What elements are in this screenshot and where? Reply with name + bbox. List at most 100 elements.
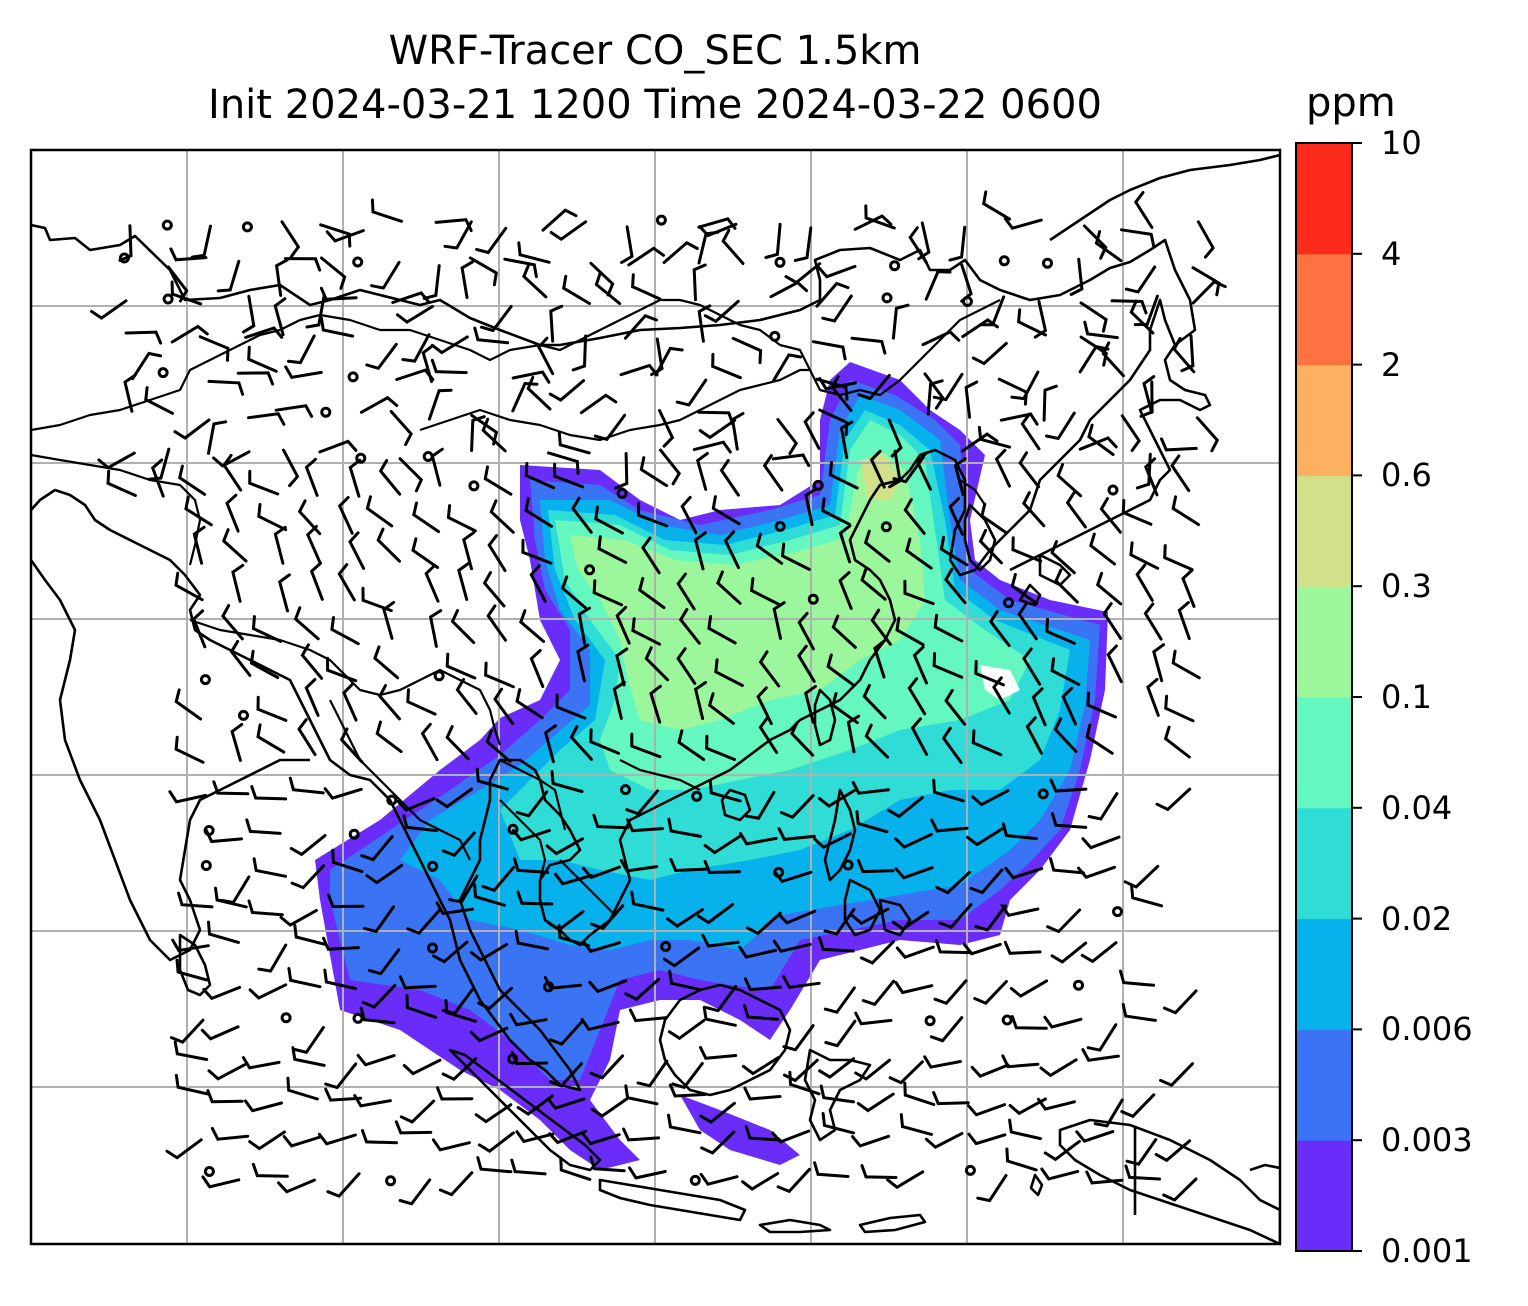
wind-barb: [967, 1103, 1007, 1117]
wind-barb: [1121, 1002, 1157, 1022]
wind-barb: [1018, 451, 1041, 489]
wind-barb: [994, 448, 1011, 488]
wind-barb: [1133, 191, 1154, 229]
wind-barb: [705, 734, 736, 761]
colorbar-tick-label: 0.02: [1381, 899, 1453, 938]
wind-barb: [1119, 969, 1156, 987]
wind-barb: [242, 294, 256, 334]
wind-barb: [475, 767, 509, 791]
colorbar-tick-label: 0.006: [1381, 1010, 1473, 1049]
wind-barb: [699, 1172, 739, 1186]
wind-barb: [198, 335, 230, 362]
wind-barb: [435, 901, 475, 916]
plume-level-0.001-south: [680, 1095, 800, 1165]
wind-barb: [304, 678, 320, 717]
borneo: [658, 983, 792, 1097]
calm-wind-marker: [655, 214, 667, 226]
wind-barb: [790, 721, 815, 757]
wind-barb: [560, 575, 587, 610]
wind-barb: [934, 939, 972, 955]
wind-barb: [999, 412, 1039, 426]
wind-barb: [348, 531, 366, 570]
wind-barb: [1054, 568, 1079, 604]
wind-barb: [470, 415, 486, 452]
wind-barb: [287, 967, 322, 989]
calm-wind-marker: [807, 593, 819, 605]
wind-barb: [813, 1161, 850, 1178]
wind-barb: [853, 214, 893, 231]
wind-barb: [1031, 687, 1047, 727]
wind-barb: [1056, 463, 1083, 498]
wind-barb: [772, 353, 803, 383]
wind-barb: [516, 1094, 554, 1116]
wind-barb: [644, 646, 670, 682]
wind-barb: [838, 524, 852, 564]
wind-barb: [548, 1129, 588, 1145]
wind-barb: [306, 524, 322, 564]
wind-barb: [924, 1131, 964, 1150]
wind-barb: [1163, 725, 1191, 759]
wind-barb: [818, 377, 857, 391]
wind-barb: [588, 979, 628, 994]
wind-barb: [1078, 436, 1118, 451]
wind-barb: [969, 868, 1004, 895]
wind-barb: [711, 352, 742, 380]
wind-barb: [771, 1129, 811, 1144]
wind-barb: [1033, 299, 1048, 339]
calm-wind-marker: [1037, 788, 1049, 800]
wind-barb: [1050, 941, 1088, 964]
wind-barb: [216, 259, 241, 293]
wind-barb: [256, 695, 288, 722]
calm-wind-marker: [162, 293, 174, 305]
wind-barb: [988, 610, 1011, 647]
wind-barb: [907, 677, 927, 716]
wind-barb: [337, 496, 354, 535]
wind-barb: [247, 412, 286, 426]
wind-barb: [676, 647, 697, 685]
wind-barb: [941, 726, 963, 764]
wind-barb: [1089, 532, 1116, 566]
wind-barb: [124, 330, 163, 345]
wind-barb: [821, 294, 853, 323]
wind-barb: [1017, 308, 1047, 337]
wind-barb: [474, 1103, 513, 1124]
colorbar-band: [1296, 475, 1352, 587]
wind-barb: [1010, 572, 1039, 605]
wind-barb: [330, 616, 360, 646]
wind-barb: [201, 1175, 241, 1189]
wind-barb: [305, 293, 326, 329]
wind-barb: [462, 531, 475, 571]
wind-barb: [231, 563, 245, 603]
wind-barb: [982, 190, 1011, 221]
wind-barb: [888, 1060, 924, 1085]
wind-barb: [509, 1012, 548, 1027]
wind-barb: [1043, 1015, 1083, 1029]
wind-barb: [1042, 384, 1058, 422]
wind-barb: [970, 1063, 1010, 1078]
wind-barb: [804, 487, 818, 527]
calm-wind-marker: [352, 1012, 364, 1024]
wind-barb: [477, 1131, 515, 1154]
wind-barb: [850, 907, 890, 926]
wind-barb: [908, 226, 928, 265]
wind-barb: [693, 531, 707, 571]
wind-barb: [593, 413, 627, 442]
wind-barb: [1053, 717, 1078, 753]
wind-barb: [401, 333, 431, 363]
wind-barb: [944, 567, 967, 605]
wind-barb: [831, 614, 857, 649]
wind-barb: [210, 1126, 250, 1141]
colorbar-tick-label: 0.001: [1381, 1232, 1473, 1270]
wind-barb: [445, 652, 477, 680]
colorbar-tick-label: 0.3: [1381, 567, 1432, 606]
wind-barb: [782, 975, 821, 989]
wind-barb: [980, 502, 1008, 535]
wind-barb: [939, 535, 969, 567]
wind-barb: [549, 304, 564, 343]
wind-barb: [1154, 1139, 1192, 1163]
wind-barb: [245, 818, 282, 835]
wind-barb: [1146, 677, 1160, 717]
colorbar-tick-label: 0.04: [1381, 788, 1453, 827]
wind-barb: [619, 858, 659, 873]
colorbar-tick-label: 4: [1381, 234, 1402, 273]
